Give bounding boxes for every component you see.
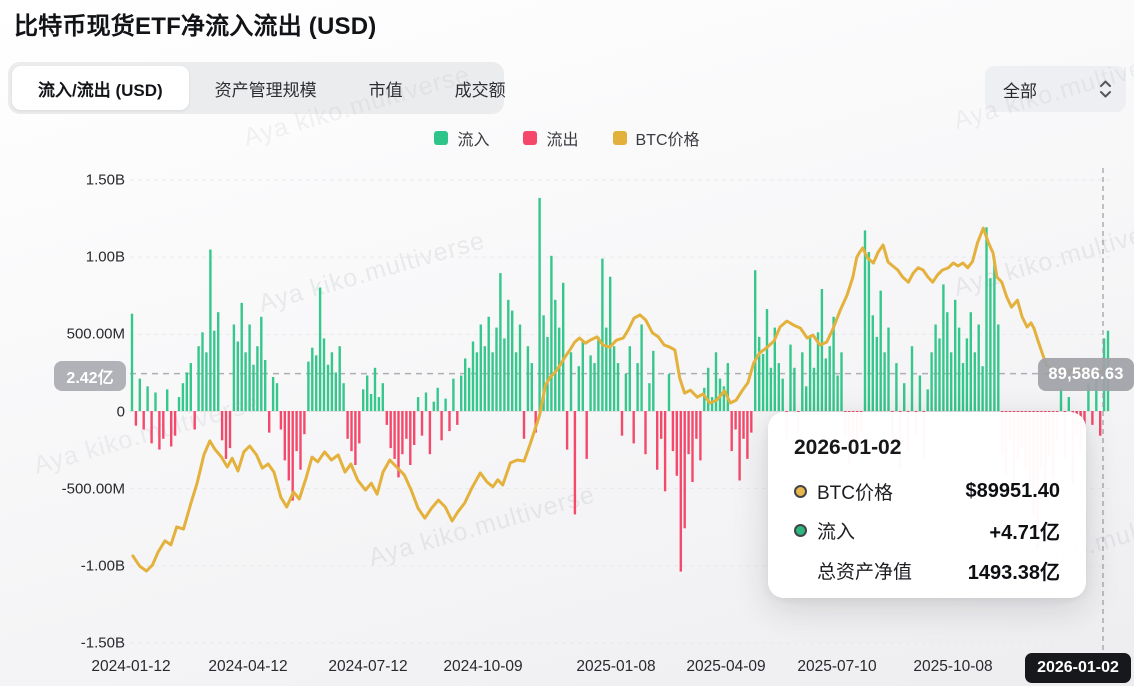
tooltip-row-value: $89951.40 [965,480,1060,502]
tooltip-row: 流入 +4.71亿 [794,516,1060,545]
y-axis-tick: -1.50B [80,634,125,652]
tooltip-row-label: 流入 [817,522,856,543]
y-axis-tick: 1.50B [85,171,125,189]
avg-flow-badge: 2.42亿 [54,361,126,391]
x-axis-tick: 2025-10-08 [913,658,993,675]
tooltip-series-dot-icon [794,485,807,498]
tooltip-row: 总资产净值 1493.38亿 [794,556,1060,585]
hover-date-badge: 2026-01-02 [1025,653,1131,683]
tab-3[interactable]: 成交额 [454,80,506,100]
y-axis-tick: 0 [116,403,125,420]
y-axis-tick: -500.00M [61,480,125,498]
tooltip-row-label: BTC价格 [817,483,894,504]
y-axis-tick: 1.00B [85,248,125,266]
chart-tabs: 流入/流出 (USD) 资产管理规模 市值 成交额 [8,62,506,114]
range-dropdown-value: 全部 [1003,81,1037,101]
tab-0[interactable]: 流入/流出 (USD) [12,66,189,110]
legend-item-1[interactable]: 流出 [523,126,579,150]
hover-tooltip: 2026-01-02 BTC价格 $89951.40 流入 +4.71亿总资产净值 14… [768,412,1086,598]
tooltip-date: 2026-01-02 [794,436,902,459]
page-title: 比特币现货ETF净流入流出 (USD) [14,13,377,40]
x-axis-tick: 2024-04-12 [208,658,288,675]
range-dropdown[interactable]: 全部 [985,66,1126,112]
x-axis-tick: 2024-01-12 [91,658,171,675]
tab-2[interactable]: 市值 [368,80,403,100]
current-price-badge: 89,586.63 [1038,358,1134,391]
tooltip-row-value: 1493.38亿 [967,562,1060,584]
tooltip-rows: BTC价格 $89951.40 流入 +4.71亿总资产净值 1493.38亿 [794,478,1060,585]
x-axis-tick: 2025-07-10 [797,658,877,675]
legend-swatch-icon [523,131,538,145]
legend-label: BTC价格 [635,132,700,149]
tooltip-row: BTC价格 $89951.40 [794,478,1060,505]
x-axis-tick: 2024-07-12 [328,658,408,675]
y-axis-tick: -1.00B [80,557,125,575]
x-axis-tick: 2025-01-08 [576,658,656,675]
legend-label: 流出 [546,132,579,149]
chevron-up-down-icon [1100,80,1111,98]
x-axis-tick: 2025-04-09 [686,658,766,675]
chart-legend: 流入 流出 BTC价格 [0,126,1134,150]
legend-item-2[interactable]: BTC价格 [612,126,700,150]
tooltip-row-value: +4.71亿 [989,522,1060,544]
legend-swatch-icon [434,131,449,145]
legend-item-0[interactable]: 流入 [434,126,489,150]
tooltip-row-label: 总资产净值 [817,562,913,583]
legend-swatch-icon [612,131,627,145]
tooltip-series-dot-icon [794,524,807,537]
x-axis-tick: 2024-10-09 [443,658,523,675]
tab-1[interactable]: 资产管理规模 [214,80,317,100]
legend-label: 流入 [457,132,490,149]
y-axis-tick: 500.00M [66,325,125,343]
